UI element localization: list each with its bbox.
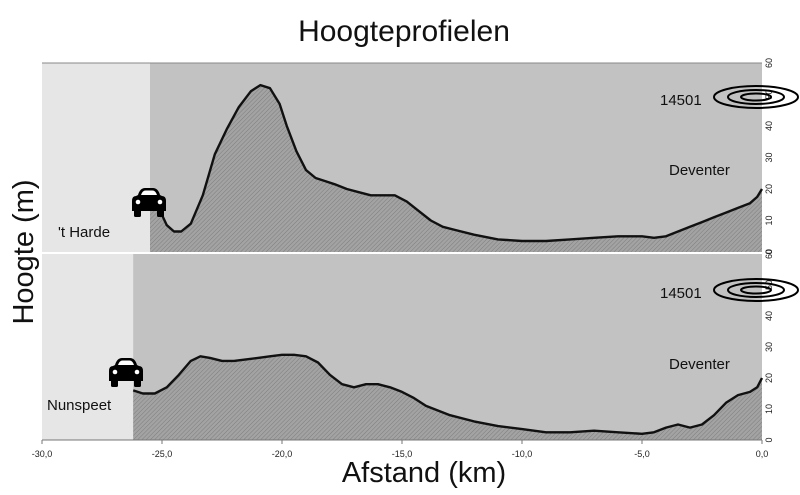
y-tick-label: 20 bbox=[764, 184, 774, 194]
route-ring-icon bbox=[713, 85, 799, 109]
route-ring-icon bbox=[713, 278, 799, 302]
x-axis-ticks: -30,0 -25,0 -20,0 -15,0 -10,0 -5,0 0,0 bbox=[32, 440, 769, 459]
y-tick-label: 60 bbox=[764, 249, 774, 259]
x-tick-label: -30,0 bbox=[32, 449, 53, 459]
y-tick-label: 60 bbox=[764, 58, 774, 68]
y-tick-label: 20 bbox=[764, 373, 774, 383]
elevation-line-2 bbox=[132, 353, 764, 435]
elevation-area-1 bbox=[150, 85, 762, 252]
elevation-area-2 bbox=[133, 354, 762, 440]
outside-route-2 bbox=[42, 254, 134, 440]
y-tick-label: 0 bbox=[764, 437, 774, 442]
x-tick-label: -25,0 bbox=[152, 449, 173, 459]
y-tick-label: 30 bbox=[764, 342, 774, 352]
x-tick-label: -20,0 bbox=[272, 449, 293, 459]
x-tick-label: -10,0 bbox=[512, 449, 533, 459]
y-tick-label: 30 bbox=[764, 152, 774, 162]
x-axis-title: Afstand (km) bbox=[342, 457, 506, 489]
elevation-line-1 bbox=[148, 83, 764, 243]
x-tick-label: 0,0 bbox=[756, 449, 769, 459]
outside-route-1 bbox=[42, 63, 150, 252]
y-tick-label: 40 bbox=[764, 121, 774, 131]
y-tick-label: 40 bbox=[764, 311, 774, 321]
y-axis-title: Hoogte (m) bbox=[8, 179, 40, 324]
x-tick-label: -5,0 bbox=[634, 449, 650, 459]
y-axis-ticks-2: 0 10 20 30 40 50 60 bbox=[764, 249, 774, 443]
start-label-1: 't Harde bbox=[58, 224, 110, 241]
x-tick-label: -15,0 bbox=[392, 449, 413, 459]
y-tick-label: 50 bbox=[764, 280, 774, 290]
end-label-2: Deventer bbox=[669, 356, 730, 373]
elevation-panel-2: 0 10 20 30 40 50 60 Nunspeet Deventer 14501 bbox=[42, 249, 799, 443]
y-tick-label: 10 bbox=[764, 215, 774, 225]
route-code-2: 14501 bbox=[660, 285, 702, 302]
y-tick-label: 10 bbox=[764, 404, 774, 414]
chart-title: Hoogteprofielen bbox=[298, 15, 510, 48]
y-tick-label: 0 bbox=[764, 249, 774, 254]
end-label-1: Deventer bbox=[669, 162, 730, 179]
route-code-1: 14501 bbox=[660, 92, 702, 109]
start-label-2: Nunspeet bbox=[47, 397, 112, 414]
